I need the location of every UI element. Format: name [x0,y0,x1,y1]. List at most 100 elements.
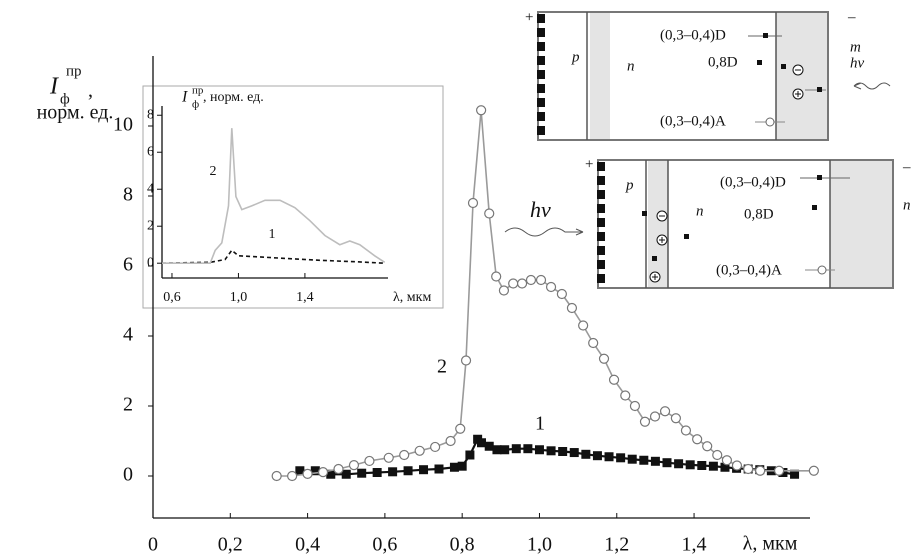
point [465,450,475,460]
point [592,451,602,461]
point [546,446,556,456]
point [310,466,320,476]
level-dot [765,117,775,127]
point [629,400,641,412]
level-dot [642,211,647,216]
level-dot [652,256,657,261]
point [457,461,467,471]
level-label: (0,3–0,4)A [716,262,782,278]
level-label: (0,3–0,4)D [660,27,726,43]
point [491,271,502,282]
point [712,449,723,461]
point [348,460,360,471]
y-tick-label: 4 [147,181,154,196]
p-label: p [625,177,634,193]
point [414,445,425,456]
point [639,416,651,427]
point [383,452,394,463]
x-tick-label: 1,2 [604,534,629,556]
point [535,274,547,286]
y-label-sup: пр [192,85,204,97]
point [545,281,557,293]
level-dot [817,175,822,180]
point [620,390,631,401]
point [702,441,713,452]
point [720,462,730,472]
point [302,468,313,479]
series-label: 2 [210,164,217,179]
point [449,462,459,472]
point [697,461,707,470]
depletion-layer [590,13,610,139]
n-label: n [696,203,704,219]
y-tick-label: 10 [113,114,133,136]
level-dot [781,64,786,69]
point [287,470,298,482]
x-tick-label: 0,2 [218,534,243,556]
y-tick-label: 8 [147,107,154,122]
series-line [161,249,385,264]
plus-sign [652,274,658,280]
point [476,105,487,116]
point [525,274,537,286]
point [708,461,718,471]
y-tick-label: 8 [123,184,133,206]
point [670,413,681,424]
point [445,435,456,447]
point [511,444,521,454]
point [659,406,671,417]
point [364,455,375,467]
y-tick-label: 0 [123,464,133,486]
point [484,208,495,219]
point [271,470,282,482]
level-label: (0,3–0,4)A [660,113,726,129]
region-label: n [903,197,911,213]
point [627,454,637,464]
point [317,467,329,478]
series-label: 2 [437,356,447,378]
region-label: m [850,39,861,55]
point [430,441,441,453]
point [650,456,660,466]
level-dot [684,234,689,239]
level-dot [757,60,762,65]
point [608,374,620,385]
point [649,411,661,422]
light-arrow [853,82,891,90]
y-tick-label: 4 [123,324,133,346]
series-line [276,110,814,477]
point [558,447,568,456]
point [566,302,578,314]
y-tick-label: 6 [147,144,154,159]
point [333,463,344,475]
light-label: hν [850,55,865,71]
contact-region [830,161,892,287]
point [534,445,544,455]
point [662,458,672,468]
point [419,465,429,475]
point [467,197,479,209]
point [731,460,743,471]
point [477,438,486,448]
point [588,337,599,349]
x-tick-label: 1,4 [682,534,707,556]
point [516,278,528,289]
point [523,444,533,454]
annotation: hν [530,197,551,222]
point [403,466,413,476]
x-tick-label: 1,0 [230,290,248,305]
point [692,434,703,445]
point [578,320,589,331]
y-label-symbol: I [49,74,59,100]
y-tick-label: 0 [147,255,154,270]
y-label-sub: ф [60,91,70,107]
level-dot [817,87,822,92]
level-dot [763,33,768,38]
minus-label: – [902,159,911,175]
point [604,452,614,462]
point [357,468,367,478]
y-label-symbol: I [181,89,188,106]
